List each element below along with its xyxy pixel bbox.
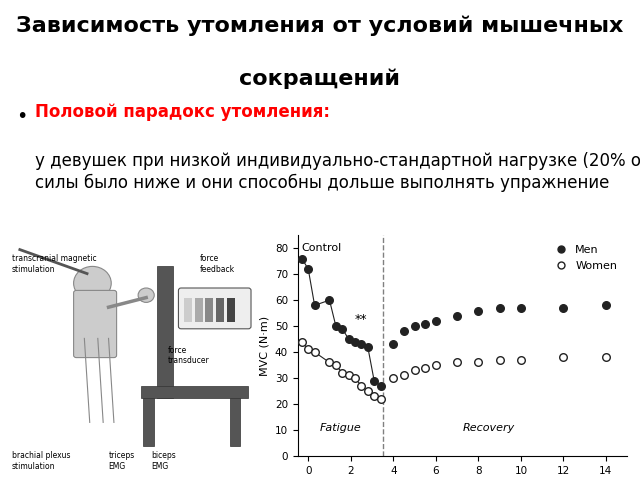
Y-axis label: MVC (N·m): MVC (N·m): [259, 315, 269, 376]
Point: [310, 348, 320, 356]
Bar: [184, 298, 192, 322]
Point: [431, 361, 441, 369]
Point: [369, 393, 380, 400]
Point: [399, 327, 409, 335]
Point: [452, 359, 462, 366]
Point: [331, 322, 341, 330]
Text: **: **: [355, 313, 367, 326]
Point: [431, 317, 441, 325]
Point: [388, 374, 399, 382]
Point: [324, 359, 335, 366]
Text: transcranial magnetic
stimulation: transcranial magnetic stimulation: [12, 254, 97, 274]
Point: [303, 346, 314, 353]
Point: [420, 364, 430, 372]
Text: force
transducer: force transducer: [168, 346, 209, 365]
Point: [331, 361, 341, 369]
Text: triceps
EMG: triceps EMG: [109, 451, 135, 470]
Point: [337, 369, 348, 377]
Point: [516, 356, 526, 364]
Point: [337, 325, 348, 333]
Text: force
feedback: force feedback: [200, 254, 235, 274]
Point: [452, 312, 462, 320]
Point: [363, 387, 373, 395]
Bar: [157, 266, 173, 398]
Point: [297, 255, 307, 263]
Text: Fatigue: Fatigue: [319, 422, 361, 432]
Bar: [205, 298, 213, 322]
Bar: [141, 386, 248, 398]
Point: [350, 374, 360, 382]
Circle shape: [74, 266, 111, 300]
Point: [601, 353, 611, 361]
Point: [473, 359, 483, 366]
Text: сокращений: сокращений: [239, 69, 401, 89]
Point: [356, 382, 367, 390]
Point: [310, 301, 320, 309]
Point: [601, 301, 611, 309]
Point: [495, 356, 505, 364]
Point: [303, 265, 314, 273]
Text: biceps
EMG: biceps EMG: [152, 451, 176, 470]
Bar: [227, 298, 235, 322]
Text: Recovery: Recovery: [463, 422, 515, 432]
Point: [376, 395, 386, 403]
Point: [356, 340, 367, 348]
Point: [363, 343, 373, 351]
Text: Зависимость утомления от условий мышечных: Зависимость утомления от условий мышечны…: [16, 16, 624, 36]
Text: Половой парадокс утомления:: Половой парадокс утомления:: [35, 103, 330, 121]
Point: [558, 353, 568, 361]
Point: [350, 338, 360, 346]
Point: [516, 304, 526, 312]
Point: [324, 296, 335, 304]
Text: Control: Control: [302, 243, 342, 253]
Point: [410, 366, 420, 374]
Bar: [216, 298, 224, 322]
Point: [473, 307, 483, 314]
Point: [420, 320, 430, 327]
Point: [410, 322, 420, 330]
Text: •: •: [16, 107, 28, 126]
Point: [495, 304, 505, 312]
Bar: [195, 298, 203, 322]
Bar: [143, 398, 154, 446]
Point: [388, 340, 399, 348]
Legend: Men, Women: Men, Women: [545, 241, 621, 275]
Circle shape: [138, 288, 154, 302]
Point: [376, 382, 386, 390]
Text: brachial plexus
stimulation: brachial plexus stimulation: [12, 451, 70, 470]
Bar: [230, 398, 240, 446]
FancyBboxPatch shape: [74, 290, 116, 358]
Point: [344, 372, 354, 379]
Point: [399, 372, 409, 379]
Point: [297, 338, 307, 346]
Text: у девушек при низкой индивидуально-стандартной нагрузке (20% от МПС) снижение
си: у девушек при низкой индивидуально-станд…: [35, 153, 640, 192]
Point: [558, 304, 568, 312]
Point: [344, 335, 354, 343]
FancyBboxPatch shape: [179, 288, 251, 329]
Point: [369, 377, 380, 384]
